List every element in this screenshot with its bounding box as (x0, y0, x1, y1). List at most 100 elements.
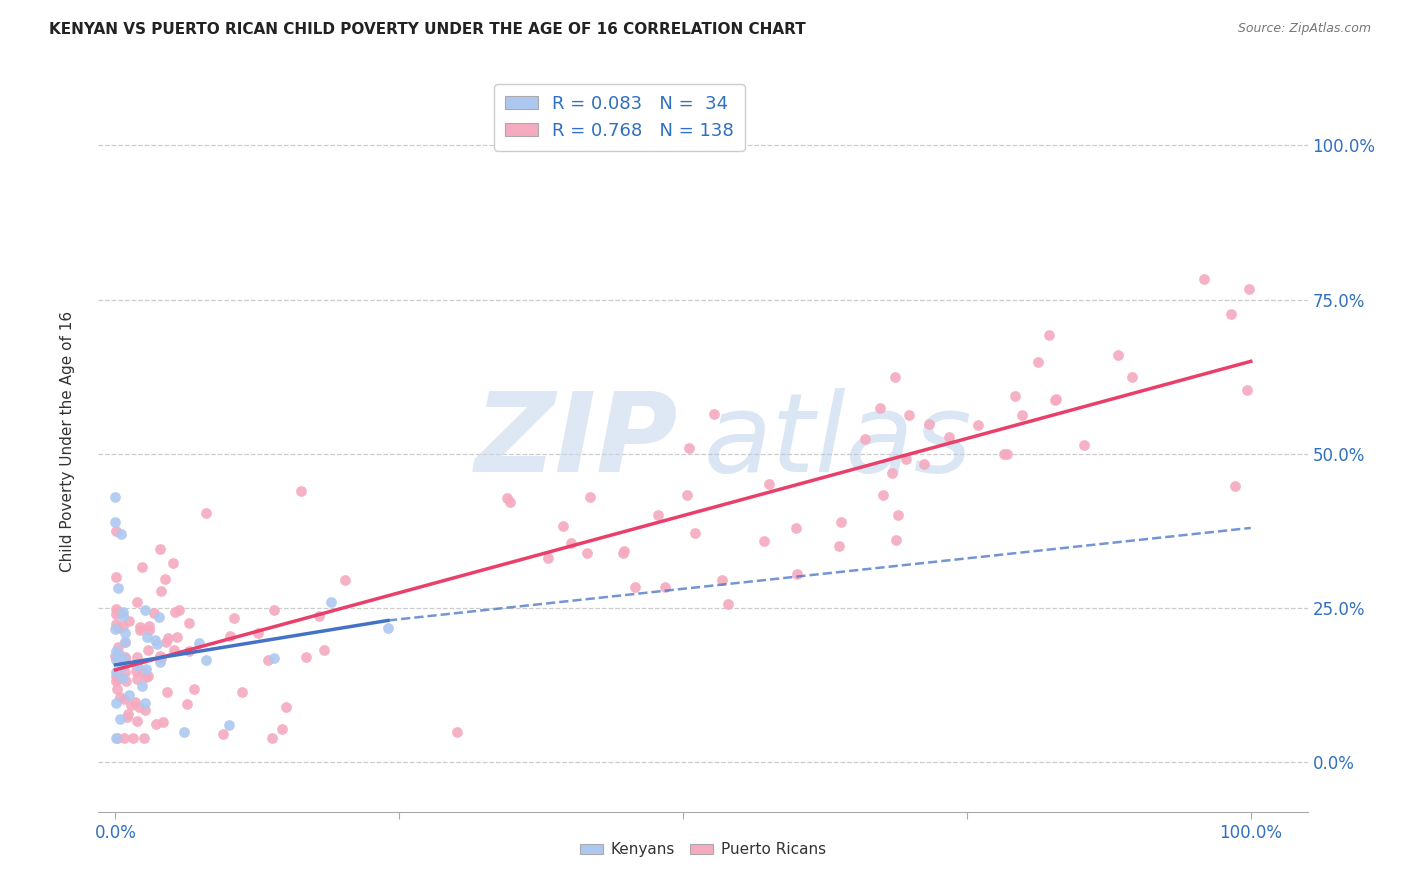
Point (114, 625, 136, 640)
Point (148, 610, 170, 624)
Point (104, 649, 127, 664)
Point (995, 446, 1018, 460)
Point (112, 618, 135, 632)
Point (125, 664, 148, 678)
Point (683, 526, 706, 541)
Point (124, 695, 146, 709)
Point (612, 546, 634, 560)
Point (150, 650, 173, 665)
Point (143, 632, 166, 647)
Point (128, 700, 150, 714)
Point (104, 490, 127, 504)
Point (183, 681, 205, 696)
Point (918, 417, 941, 431)
Point (149, 542, 172, 557)
Point (107, 672, 129, 686)
Point (107, 621, 129, 635)
Point (654, 580, 676, 594)
Point (898, 408, 921, 422)
Point (1045, 392, 1067, 407)
Point (576, 545, 599, 559)
Point (537, 551, 560, 566)
Point (446, 724, 468, 739)
Point (274, 700, 297, 714)
Point (1004, 389, 1026, 403)
Point (785, 521, 807, 535)
Point (104, 669, 127, 683)
Point (1011, 408, 1033, 422)
Point (111, 671, 134, 685)
Point (155, 572, 177, 586)
Point (1073, 438, 1095, 452)
Point (212, 727, 235, 741)
Point (112, 609, 135, 624)
Point (1107, 348, 1129, 362)
Point (104, 665, 127, 680)
Point (112, 692, 135, 706)
Point (146, 637, 169, 651)
Point (111, 658, 134, 673)
Point (188, 636, 211, 650)
Point (108, 671, 131, 685)
Point (579, 490, 602, 504)
Point (112, 731, 135, 745)
Point (118, 614, 141, 628)
Point (104, 673, 127, 688)
Point (786, 566, 808, 581)
Point (138, 623, 160, 637)
Point (115, 673, 138, 688)
Point (149, 649, 172, 664)
Point (114, 650, 136, 665)
Point (1045, 392, 1067, 406)
Point (263, 603, 285, 617)
Point (647, 508, 669, 522)
Point (894, 452, 917, 467)
Point (110, 527, 132, 541)
Point (967, 417, 990, 432)
Point (152, 714, 174, 729)
Point (830, 515, 852, 529)
Point (887, 508, 910, 522)
Point (128, 620, 150, 634)
Point (882, 466, 904, 480)
Point (112, 651, 135, 665)
Point (149, 656, 172, 670)
Point (131, 665, 153, 679)
Point (131, 560, 153, 574)
Point (135, 662, 157, 676)
Point (166, 630, 188, 644)
Point (162, 557, 184, 571)
Point (828, 540, 851, 554)
Point (165, 605, 187, 619)
Point (169, 603, 191, 617)
Legend: Kenyans, Puerto Ricans: Kenyans, Puerto Ricans (574, 836, 832, 863)
Text: atlas: atlas (703, 388, 972, 495)
Point (105, 524, 128, 538)
Point (111, 605, 134, 619)
Point (120, 698, 142, 713)
Point (108, 712, 131, 726)
Point (104, 653, 127, 667)
Point (108, 690, 131, 705)
Point (263, 651, 285, 665)
Point (710, 573, 733, 587)
Point (884, 370, 907, 384)
Point (129, 623, 152, 637)
Point (231, 685, 253, 699)
Point (295, 649, 318, 664)
Point (1219, 307, 1241, 321)
Point (125, 595, 148, 609)
Point (938, 430, 960, 444)
Point (703, 407, 725, 421)
Point (104, 731, 127, 745)
Point (105, 681, 128, 696)
Point (107, 640, 129, 654)
Point (125, 673, 148, 687)
Point (758, 477, 780, 491)
Point (118, 688, 141, 702)
Point (1038, 328, 1060, 343)
Point (993, 447, 1015, 461)
Point (717, 597, 740, 611)
Point (136, 669, 159, 683)
Point (179, 644, 201, 658)
